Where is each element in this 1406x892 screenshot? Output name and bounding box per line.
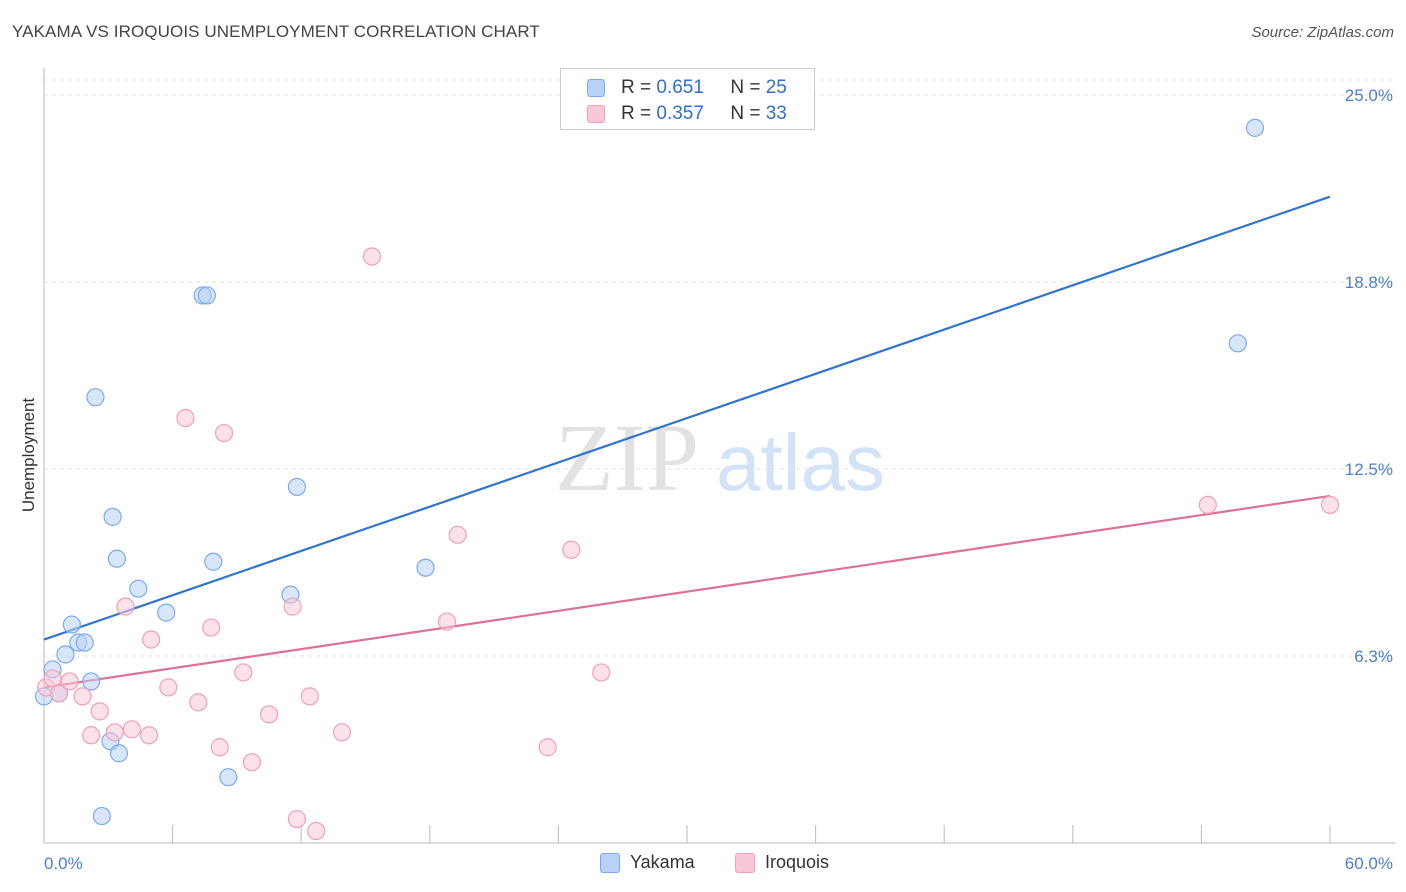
iroquois-swatch [587, 105, 605, 123]
point-iroquois [142, 630, 161, 649]
point-iroquois [82, 726, 101, 745]
point-iroquois [116, 597, 135, 616]
correlation-legend: R = 0.651 N = 25 R = 0.357 N = 33 [560, 68, 815, 130]
watermark: ZIP atlas [555, 404, 885, 511]
point-iroquois [105, 723, 124, 742]
y-tick-label: 12.5% [1345, 460, 1393, 479]
point-iroquois [1198, 495, 1217, 514]
y-tick-label: 25.0% [1345, 86, 1393, 105]
axes [43, 68, 1395, 844]
y-tick-label: 18.8% [1345, 273, 1393, 292]
data-points [34, 118, 1340, 841]
point-iroquois [332, 723, 352, 742]
point-iroquois [234, 663, 253, 682]
point-iroquois [73, 687, 92, 706]
point-yakama [129, 579, 148, 598]
point-iroquois [448, 525, 467, 544]
point-iroquois [60, 672, 79, 691]
y-tick-labels: 6.3% 12.5% 18.8% 25.0% [1345, 86, 1393, 666]
point-iroquois [362, 247, 382, 266]
legend-r-value-iroquois: 0.357 [656, 103, 704, 124]
watermark-zip: ZIP [555, 404, 699, 511]
y-tick-label: 6.3% [1354, 647, 1393, 666]
trend-line-yakama [43, 195, 1331, 641]
iroquois-legend-label: Iroquois [765, 852, 830, 872]
point-iroquois [562, 540, 581, 559]
point-iroquois [259, 705, 279, 724]
point-iroquois [592, 663, 611, 682]
trend-line-iroquois [43, 494, 1331, 689]
point-yakama [107, 549, 126, 568]
point-yakama [62, 615, 81, 634]
legend-r-label: R = [621, 77, 652, 98]
point-iroquois [189, 693, 208, 712]
legend-n-label: N = [730, 77, 761, 98]
point-iroquois [176, 409, 195, 428]
point-yakama [1245, 118, 1265, 137]
point-yakama [204, 552, 223, 571]
point-yakama [219, 768, 238, 787]
point-iroquois [90, 702, 109, 721]
point-iroquois [300, 687, 319, 706]
point-yakama [75, 633, 94, 652]
point-iroquois [242, 753, 262, 772]
point-yakama [1228, 334, 1247, 353]
x-tick-label-min: 0.0% [44, 854, 83, 873]
point-iroquois [210, 738, 229, 757]
x-tick-label-max: 60.0% [1345, 854, 1393, 873]
source-credit: Source: ZipAtlas.com [1251, 24, 1394, 41]
legend-item-yakama[interactable]: Yakama [600, 852, 695, 873]
point-iroquois [43, 669, 62, 688]
chart-title: YAKAMA VS IROQUOIS UNEMPLOYMENT CORRELAT… [12, 22, 540, 41]
point-yakama [56, 645, 75, 664]
point-yakama [287, 477, 307, 497]
point-iroquois [122, 720, 141, 739]
legend-n-label: N = [730, 103, 761, 124]
point-iroquois [283, 597, 302, 616]
iroquois-legend-swatch [735, 852, 755, 873]
point-iroquois [287, 809, 307, 829]
point-yakama [157, 603, 176, 622]
legend-r-label: R = [621, 103, 652, 124]
legend-n-value-yakama: 25 [765, 77, 787, 98]
legend-item-iroquois[interactable]: Iroquois [735, 852, 829, 873]
legend-r-value-yakama: 0.651 [656, 77, 704, 98]
point-iroquois [202, 618, 221, 637]
legend-n-value-iroquois: 33 [765, 103, 787, 124]
point-yakama [197, 286, 216, 305]
point-iroquois [1320, 495, 1340, 514]
point-iroquois [307, 821, 326, 841]
yakama-legend-label: Yakama [630, 852, 695, 872]
yakama-swatch [587, 79, 605, 97]
point-iroquois [538, 738, 557, 757]
point-yakama [82, 672, 101, 691]
point-iroquois [139, 726, 159, 745]
trend-lines [43, 195, 1331, 689]
point-iroquois [214, 423, 234, 443]
point-iroquois [437, 612, 457, 631]
yakama-legend-swatch [600, 852, 620, 873]
watermark-atlas: atlas [716, 418, 885, 507]
point-yakama [416, 558, 435, 577]
x-tick-labels: 0.0% 60.0% [44, 854, 1393, 873]
point-yakama [109, 744, 129, 763]
point-yakama [86, 388, 105, 407]
point-yakama [103, 507, 122, 526]
point-iroquois [159, 678, 178, 697]
point-iroquois [49, 684, 69, 703]
point-yakama [92, 806, 111, 826]
